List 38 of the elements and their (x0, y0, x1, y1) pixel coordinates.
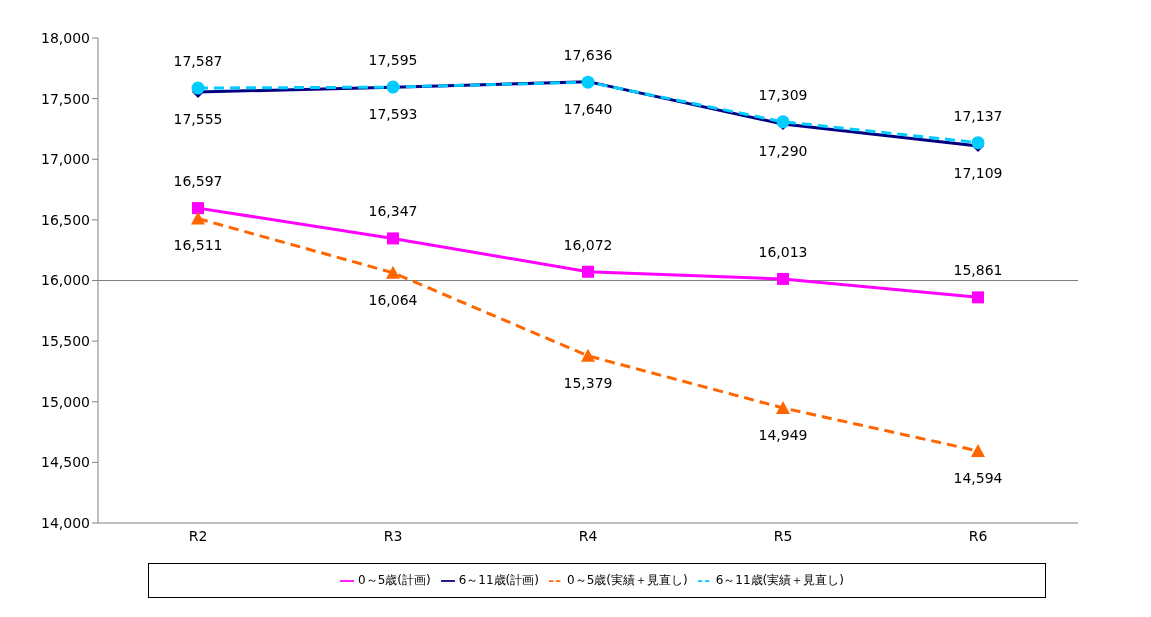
y-tick-label: 18,000 (41, 29, 90, 46)
y-tick-label: 16,500 (41, 211, 90, 228)
y-tick-label: 17,500 (41, 90, 90, 107)
data-label: 17,640 (563, 100, 613, 117)
data-label: 16,511 (173, 237, 223, 254)
data-label: 17,309 (758, 86, 808, 103)
data-label: 16,597 (173, 173, 223, 190)
y-tick-label: 16,000 (41, 272, 90, 289)
x-tick-label: R6 (968, 527, 988, 544)
y-tick-label: 15,000 (41, 393, 90, 410)
data-label: 17,290 (758, 143, 808, 160)
legend-label: 6～11歳(実績＋見直し) (715, 573, 844, 587)
data-label: 17,593 (368, 106, 418, 123)
data-label: 17,555 (173, 110, 223, 127)
data-label: 15,379 (563, 374, 613, 391)
y-tick-label: 15,500 (41, 333, 90, 350)
legend-label: 6～11歳(計画) (458, 573, 539, 587)
legend-label: 0～5歳(計画) (358, 573, 431, 587)
data-label: 17,587 (173, 53, 223, 70)
data-label: 15,861 (953, 262, 1003, 279)
data-label: 14,594 (953, 469, 1003, 486)
data-label: 16,072 (563, 236, 613, 253)
y-tick-label: 14,500 (41, 454, 90, 471)
legend-label: 0～5歳(実績＋見直し) (567, 573, 688, 587)
x-tick-label: R3 (383, 527, 403, 544)
x-tick-label: R2 (188, 527, 208, 544)
data-label: 16,064 (368, 291, 418, 308)
x-tick-label: R4 (578, 527, 598, 544)
data-label: 17,137 (953, 107, 1003, 124)
data-label: 17,636 (563, 47, 613, 64)
data-label: 16,347 (368, 203, 418, 220)
data-label: 14,949 (758, 426, 808, 443)
data-label: 16,013 (758, 243, 808, 260)
data-label: 17,109 (953, 164, 1003, 181)
x-tick-label: R5 (773, 527, 793, 544)
data-label: 17,595 (368, 52, 418, 69)
y-tick-label: 17,000 (41, 151, 90, 168)
y-tick-label: 14,000 (41, 514, 90, 531)
